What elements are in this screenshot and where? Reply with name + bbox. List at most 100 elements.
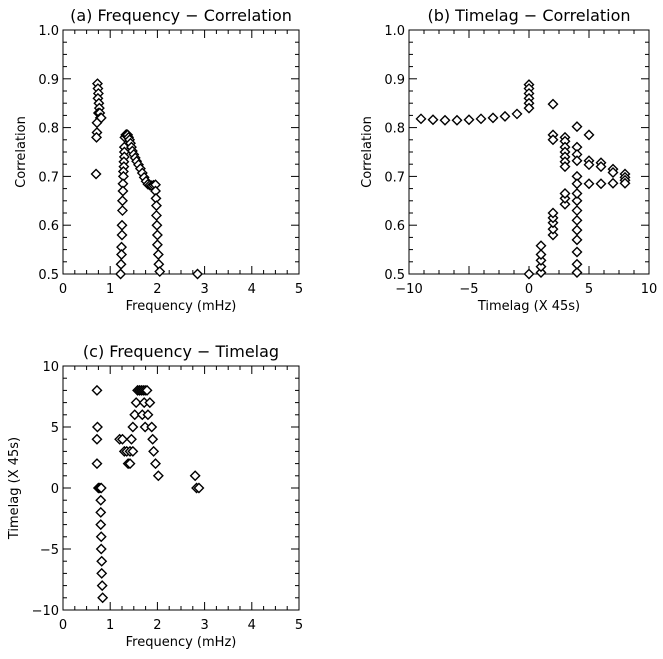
chart-2-data-point — [96, 580, 108, 592]
chart-2-y-tick-label: 0 — [51, 482, 59, 497]
chart-0-data-point — [150, 209, 162, 221]
chart-1-data-point — [571, 121, 583, 133]
chart-2-x-tick-label: 5 — [295, 618, 303, 633]
chart-2-data-point — [142, 409, 154, 421]
chart-0-data-point — [152, 248, 164, 260]
chart-0-y-tick-label: 0.9 — [38, 73, 59, 88]
chart-1-data-point — [571, 246, 583, 258]
chart-1-data-point — [451, 114, 463, 126]
chart-2-y-axis-label: Timelag (X 45s) — [7, 437, 22, 540]
chart-2-x-tick-label: 2 — [153, 618, 161, 633]
chart-1-data-point — [535, 240, 547, 252]
chart-2-data-point — [95, 494, 107, 506]
chart-1-data-point — [535, 267, 547, 279]
chart-2-data-point — [95, 482, 107, 494]
chart-0-data-point — [116, 229, 128, 241]
chart-1-data-point — [595, 178, 607, 190]
panel-frequency-timelag: 0 1 2 3 4 5 −10 −5 0 5 10 (c) Frequency − Timelag Fr… — [7, 342, 303, 650]
chart-2-x-tick-label: 3 — [200, 618, 208, 633]
chart-1-x-tick-label: 10 — [641, 282, 658, 297]
chart-1-data-point — [439, 114, 451, 126]
chart-0-x-tick-label: 1 — [106, 282, 114, 297]
chart-1-data-point — [571, 205, 583, 217]
chart-0-data-point — [115, 258, 127, 270]
chart-1-data-point — [547, 223, 559, 235]
chart-1-data-point — [547, 134, 559, 146]
chart-2-data-point — [96, 555, 108, 567]
chart-1-y-axis-label: Correlation — [360, 116, 375, 188]
chart-1-data-point — [511, 108, 523, 120]
chart-1-title: (b) Timelag − Correlation — [427, 6, 630, 25]
chart-2-data-point — [91, 433, 103, 445]
chart-0-data-point — [116, 219, 128, 231]
chart-2-data-point — [141, 384, 153, 396]
chart-1-y-tick-label: 0.9 — [384, 73, 405, 88]
chart-1-data-point — [571, 155, 583, 167]
chart-1-data-point — [595, 161, 607, 173]
chart-1-data-point — [583, 159, 595, 171]
chart-2-data-point — [193, 482, 205, 494]
chart-2-data-point — [91, 421, 103, 433]
chart-2-data-point — [146, 421, 158, 433]
chart-0-data-point — [150, 200, 162, 212]
chart-2-x-tick-label: 0 — [59, 618, 67, 633]
chart-0-y-tick-label: 1.0 — [38, 24, 59, 39]
chart-2-data-point — [127, 445, 139, 457]
chart-1-data-point — [547, 229, 559, 241]
chart-1-data-point — [535, 261, 547, 273]
chart-1-data-point — [571, 214, 583, 226]
chart-0-y-tick-label: 0.7 — [38, 170, 59, 185]
chart-1-data-point — [475, 113, 487, 125]
chart-1-data-point — [547, 207, 559, 219]
chart-0-y-tick-label: 0.5 — [38, 268, 59, 283]
chart-1-x-tick-label: −10 — [395, 282, 422, 297]
chart-1-data-point — [499, 110, 511, 122]
chart-0-x-axis-label: Frequency (mHz) — [126, 299, 237, 314]
chart-1-y-tick-label: 0.7 — [384, 170, 405, 185]
chart-2-x-axis-label: Frequency (mHz) — [126, 635, 237, 650]
chart-1-data-point — [571, 195, 583, 207]
chart-2-data-point — [129, 409, 141, 421]
chart-1-x-axis-label: Timelag (X 45s) — [477, 299, 580, 314]
chart-1-y-tick-label: 0.5 — [384, 268, 405, 283]
chart-2-data-point — [144, 397, 156, 409]
chart-0-x-tick-label: 4 — [248, 282, 256, 297]
chart-2-data-point — [150, 458, 162, 470]
chart-0-data-point — [151, 219, 163, 231]
chart-0-data-point — [116, 248, 128, 260]
chart-0-x-tick-label: 3 — [200, 282, 208, 297]
chart-1-plot-frame — [408, 29, 650, 275]
panel-frequency-correlation: 0 1 2 3 4 5 0.5 0.6 0.7 0.8 0.9 1.0 (a) Frequency − … — [14, 6, 303, 314]
chart-0-data-point — [91, 131, 103, 143]
chart-0-data-point — [116, 205, 128, 217]
chart-2-data-point — [189, 470, 201, 482]
chart-1-data-point — [571, 267, 583, 279]
chart-1-data-point — [619, 177, 631, 189]
chart-1-data-point — [607, 177, 619, 189]
chart-1-data-point — [571, 178, 583, 190]
chart-2-data-point — [148, 445, 160, 457]
chart-1-x-tick-label: 0 — [525, 282, 533, 297]
chart-1-data-point — [571, 234, 583, 246]
chart-1-data-point — [571, 224, 583, 236]
chart-1-data-point — [427, 114, 439, 126]
chart-0-x-tick-label: 5 — [295, 282, 303, 297]
chart-2-data-point — [116, 433, 128, 445]
chart-1-data-point — [583, 178, 595, 190]
chart-1-x-tick-label: −5 — [459, 282, 478, 297]
chart-1-data-point — [415, 113, 427, 125]
chart-0-y-tick-label: 0.6 — [38, 219, 59, 234]
chart-0-y-axis-label: Correlation — [14, 116, 29, 188]
chart-2-data-point — [95, 519, 107, 531]
chart-2-data-point — [91, 458, 103, 470]
chart-2-x-tick-label: 1 — [106, 618, 114, 633]
chart-1-x-tick-label: 5 — [585, 282, 593, 297]
chart-1-data-point — [571, 187, 583, 199]
chart-2-data-point — [97, 592, 109, 604]
chart-2-data-point — [95, 506, 107, 518]
chart-1-data-point — [559, 161, 571, 173]
chart-2-data-point — [95, 531, 107, 543]
chart-2-data-point — [127, 421, 139, 433]
chart-2-data-point — [124, 458, 136, 470]
